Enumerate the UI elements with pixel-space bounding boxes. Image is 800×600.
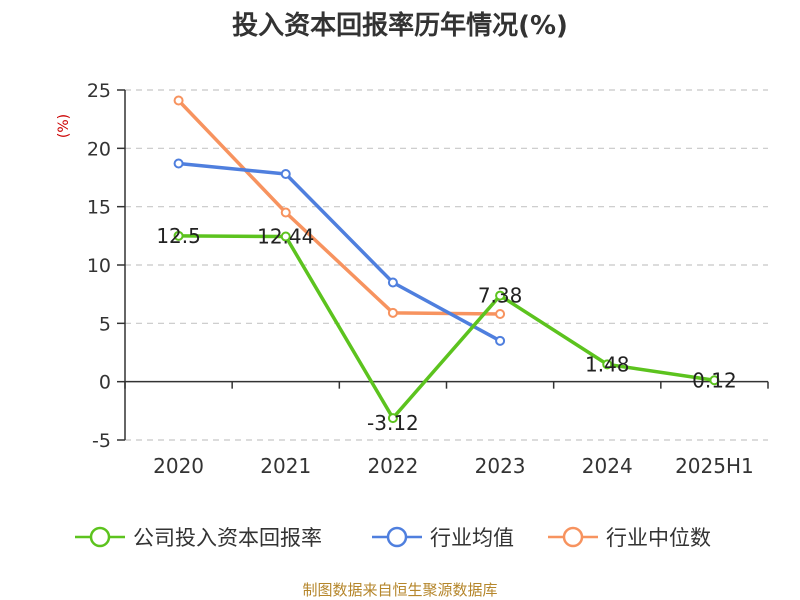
- x-tick-label: 2023: [475, 454, 526, 478]
- data-point: [387, 277, 398, 288]
- data-label: 0.12: [692, 368, 737, 392]
- legend-swatch-marker: [562, 526, 584, 548]
- source-note: 制图数据来自恒生聚源数据库: [302, 581, 497, 599]
- y-tick-label: 10: [87, 255, 111, 277]
- y-tick-label: 0: [99, 372, 111, 394]
- data-point: [173, 230, 184, 241]
- series-line: [176, 161, 502, 343]
- data-point: [173, 95, 184, 106]
- legend-swatch-marker: [89, 526, 111, 548]
- data-label: -3.12: [367, 411, 419, 435]
- legend-label: 公司投入资本回报率: [133, 526, 322, 550]
- y-axis-unit: (%): [56, 114, 72, 138]
- data-label: 7.38: [478, 284, 523, 308]
- x-tick-label: 2020: [153, 454, 204, 478]
- y-tick-label: 15: [87, 197, 111, 219]
- data-point: [387, 413, 398, 424]
- data-point: [280, 169, 291, 179]
- legend-label: 行业均值: [430, 526, 514, 550]
- x-tick-label: 2022: [367, 454, 418, 478]
- y-tick-label: -5: [92, 430, 111, 452]
- legend-label: 行业中位数: [606, 526, 711, 550]
- data-point: [495, 290, 506, 301]
- legend-swatch-marker: [386, 526, 408, 548]
- legend: 公司投入资本回报率 行业均值 行业中位数: [75, 526, 711, 550]
- data-point: [495, 309, 506, 319]
- series-line: [176, 234, 717, 420]
- y-tick-label: 5: [99, 313, 111, 335]
- data-point: [280, 231, 291, 242]
- data-point: [709, 375, 720, 386]
- y-tick-label: 25: [87, 80, 111, 102]
- data-label: 12.44: [257, 225, 314, 249]
- data-point: [173, 158, 184, 169]
- plot-area: 25 20 15 10 5 0 -5 2020 2021 2022 2023 2024 2025H1 12…: [87, 80, 769, 478]
- data-point: [280, 207, 291, 218]
- x-tick-label: 2024: [582, 454, 633, 478]
- y-tick-label: 20: [87, 138, 111, 160]
- x-tick-label: 2025H1: [675, 454, 754, 478]
- data-label: 12.5: [156, 224, 201, 248]
- chart-title: 投入资本回报率历年情况(%): [232, 10, 568, 41]
- data-point: [495, 335, 506, 346]
- data-label: 1.48: [585, 352, 630, 376]
- data-point: [387, 307, 398, 318]
- x-tick-label: 2021: [260, 454, 311, 478]
- data-point: [602, 359, 613, 370]
